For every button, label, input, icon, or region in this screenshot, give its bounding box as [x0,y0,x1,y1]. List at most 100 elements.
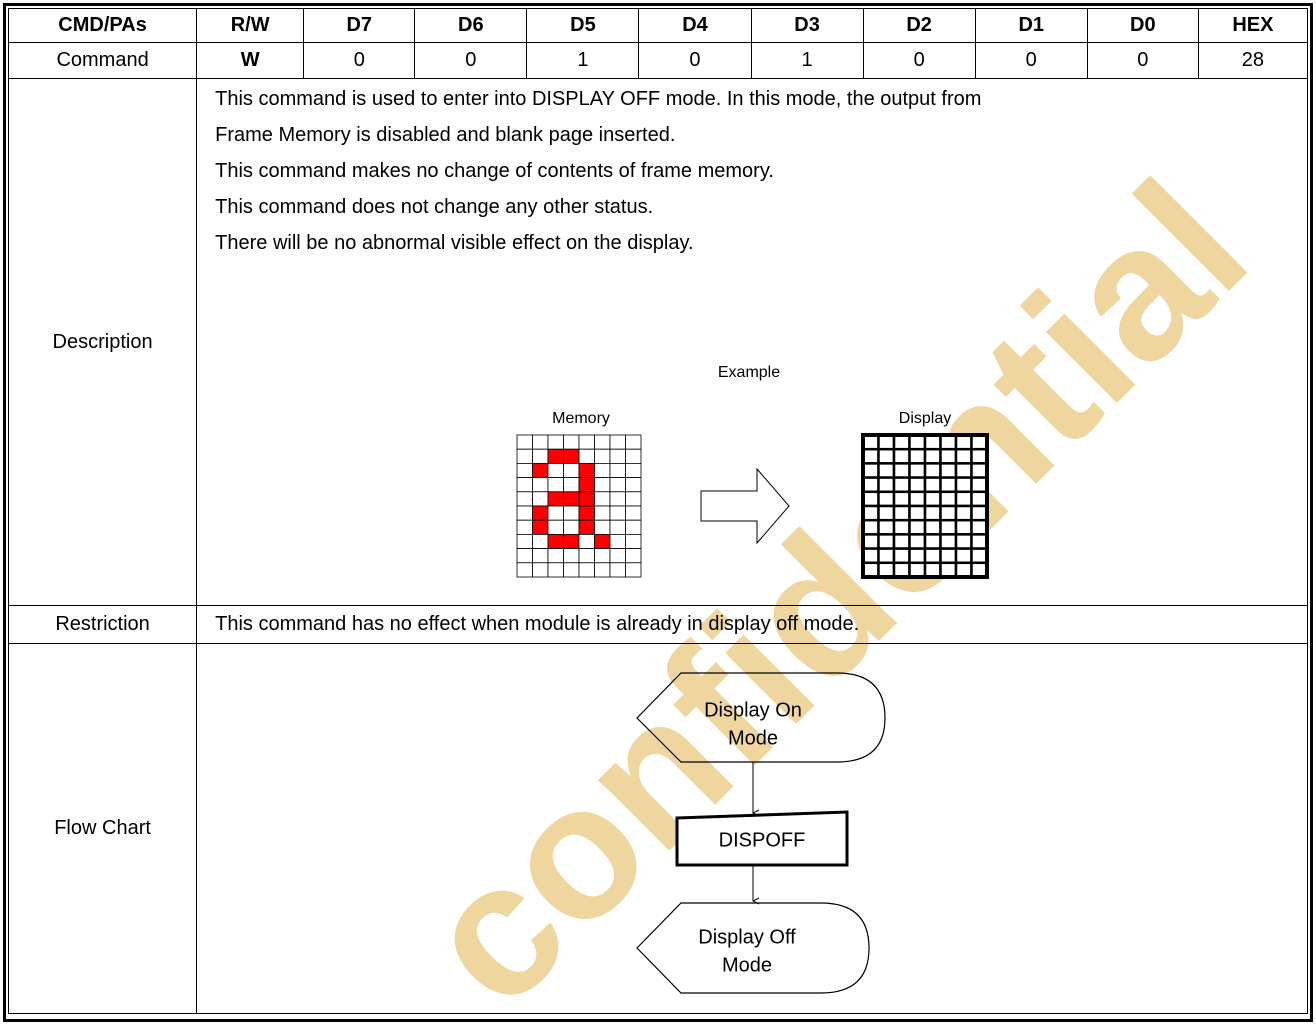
memory-cell [625,462,642,478]
display-cell [970,447,989,465]
memory-cell [516,477,534,493]
display-cell [892,490,911,508]
memory-cell [547,477,565,493]
description-line: This command does not change any other s… [215,196,654,218]
memory-cell [516,434,534,450]
header-cell: D5 [526,8,640,43]
display-cell [877,462,896,479]
command-cell: 0 [638,42,752,79]
memory-cell [563,434,580,450]
display-cell [892,533,911,550]
memory-cell [578,448,596,464]
display-cell [892,447,911,465]
memory-cell [625,548,642,564]
memory-cell [532,505,549,521]
memory-cell [532,462,549,478]
display-border [861,433,990,579]
display-cell [954,504,973,522]
display-cell [923,547,942,565]
display-cell [877,504,896,522]
display-cell [908,490,927,508]
header-cell: D7 [303,8,416,43]
memory-cell [578,548,596,564]
display-cell [861,490,880,508]
display-cell [861,518,880,536]
memory-cell [609,562,627,578]
memory-cell [609,505,627,521]
memory-cell [516,548,534,564]
memory-cell [609,548,627,564]
memory-cell [547,519,565,535]
display-cell [861,433,880,451]
memory-cell [594,491,611,507]
header-cell: D2 [862,8,976,43]
header-cell: HEX [1197,8,1309,43]
display-cell [954,533,973,550]
display-cell [908,433,927,451]
display-cell [908,476,927,494]
memory-cell [578,519,596,535]
memory-cell [563,462,580,478]
memory-cell [516,562,534,578]
terminal-shape [636,902,870,994]
display-cell [908,533,927,550]
command-cell: 28 [1197,42,1309,79]
display-cell [861,561,880,579]
table-frame: CMD/PAs R/W D7 D6 D5 D4 D3 D2 D1 D0 HEX Command W 0 0… [3,3,1313,1022]
command-cell: 0 [414,42,528,79]
flow-node-label: Mode [728,727,778,749]
description-line: Frame Memory is disabled and blank page … [215,124,676,146]
description-line: There will be no abnormal visible effect… [215,232,694,254]
memory-cell [516,533,534,549]
restriction-row: Restriction This command has no effect w… [7,605,1308,644]
memory-cell [547,562,565,578]
display-cell [939,533,958,550]
display-cell [892,504,911,522]
memory-cell [547,533,565,549]
display-cell [954,561,973,579]
description-line: This command is used to enter into DISPL… [215,88,982,110]
description-lines: This command is used to enter into DISPL… [215,81,981,261]
display-cell [877,476,896,494]
display-cell [954,433,973,451]
display-cell [923,561,942,579]
display-cell [892,518,911,536]
display-cell [908,447,927,465]
display-cell [908,561,927,579]
example-title: Example [718,364,780,381]
flow-content: Display On Mode DISPOFF Display Off Mode [197,644,1307,1013]
display-cell [908,518,927,536]
memory-cell [625,434,642,450]
memory-cell [578,562,596,578]
display-cell [970,547,989,565]
memory-cell [594,448,611,464]
display-cell [892,433,911,451]
display-cell [954,476,973,494]
flow-chart: Display On Mode DISPOFF Display Off Mode [636,672,886,994]
display-cell [954,462,973,479]
memory-cell [547,462,565,478]
header-cell: D0 [1086,8,1199,43]
flow-node-label: Mode [722,954,772,976]
display-cell [923,476,942,494]
description-line: This command makes no change of contents… [215,160,774,182]
display-cell [954,547,973,565]
memory-cell [594,477,611,493]
description-content: This command is used to enter into DISPL… [197,79,1307,605]
header-cell: R/W [196,8,305,43]
memory-cell [547,448,565,464]
display-cell [861,476,880,494]
memory-cell [563,548,580,564]
memory-cell [594,519,611,535]
display-cell [892,547,911,565]
memory-cell [625,562,642,578]
memory-cell [547,434,565,450]
display-cell [923,447,942,465]
display-cell [908,462,927,479]
display-cell [970,462,989,479]
memory-cell [547,491,565,507]
memory-cell [578,491,596,507]
command-cell: 0 [862,42,976,79]
display-cell [939,476,958,494]
